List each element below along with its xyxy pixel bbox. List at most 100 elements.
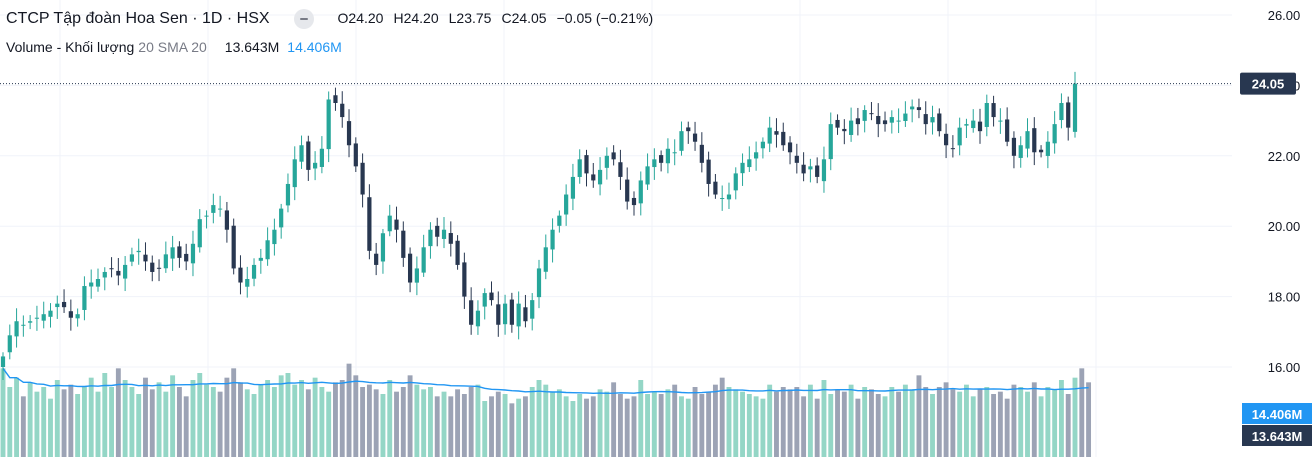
candle-body	[821, 159, 827, 182]
volume-bar	[115, 368, 121, 457]
candle-body	[116, 270, 121, 276]
candle-body	[937, 113, 942, 132]
volume-bar	[339, 380, 345, 457]
volume-bar	[964, 384, 969, 457]
candle-body	[21, 324, 26, 326]
volume-value: 13.643M	[224, 39, 280, 55]
volume-bar	[896, 391, 902, 457]
price-tick-label: 20.00	[1268, 219, 1301, 234]
candle-body	[740, 162, 745, 174]
volume-bar	[529, 387, 535, 457]
volume-bar	[149, 389, 155, 457]
volume-bar	[957, 391, 963, 457]
volume-bar	[14, 377, 20, 457]
volume-bar	[455, 389, 461, 457]
volume-bar	[787, 389, 793, 457]
volume-bar	[1086, 382, 1092, 457]
candle-body	[435, 225, 440, 237]
volume-bar	[319, 387, 325, 457]
volume-bar	[7, 387, 13, 457]
candle-body	[489, 292, 494, 301]
candle-body	[876, 115, 881, 125]
volume-bar	[556, 389, 562, 457]
candle-body	[754, 152, 759, 159]
candle-body	[1011, 137, 1017, 156]
symbol-title[interactable]: CTCP Tập đoàn Hoa Sen · 1D · HSX	[6, 10, 270, 27]
candle-body	[170, 247, 175, 259]
volume-bar	[624, 398, 630, 457]
volume-bar	[685, 398, 691, 457]
candle-body	[767, 127, 772, 144]
candle-body	[516, 303, 521, 327]
candle-body	[564, 194, 569, 215]
candle-body	[971, 120, 976, 129]
candle-body	[855, 118, 860, 125]
candle-body	[943, 133, 949, 146]
candle-body	[781, 131, 786, 146]
candle-body	[903, 113, 908, 121]
volume-bar	[48, 398, 53, 457]
candle-body	[774, 131, 779, 135]
volume-bar	[68, 384, 74, 457]
candle-body	[1045, 141, 1050, 156]
change-value: −0.05 (−0.21%)	[556, 10, 654, 26]
candle-body	[231, 225, 236, 269]
volume-bar	[828, 394, 834, 457]
volume-bar	[794, 387, 800, 457]
candle-body	[733, 173, 738, 191]
volume-label[interactable]: Volume - Khối lượng	[6, 39, 135, 55]
volume-bar	[312, 377, 318, 457]
price-axis[interactable]: 26.0024.0022.0020.0018.0016.0024.0514.40…	[1232, 0, 1312, 457]
volume-bar	[461, 394, 467, 457]
candle-body	[1025, 131, 1030, 149]
candle-body	[631, 197, 637, 206]
volume-bar	[20, 396, 26, 457]
chart-grid	[0, 0, 1245, 457]
volume-bar	[258, 384, 264, 457]
candle-body	[1038, 149, 1044, 153]
price-candles	[0, 71, 1078, 381]
volume-bar	[835, 389, 840, 457]
candle-body	[272, 229, 277, 245]
candle-body	[726, 194, 732, 200]
volume-bar	[1004, 398, 1010, 457]
candle-body	[163, 254, 168, 269]
hide-legend-icon[interactable]	[293, 9, 314, 29]
volume-bar	[489, 396, 494, 457]
volume-bar	[387, 380, 393, 457]
volume-bar	[244, 389, 250, 457]
volume-bar	[176, 387, 182, 457]
price-tick-label: 22.00	[1268, 149, 1301, 164]
candle-body	[285, 183, 291, 206]
candle-body	[1059, 103, 1064, 121]
candle-body	[218, 208, 223, 210]
candle-body	[55, 303, 60, 308]
candle-body	[584, 155, 589, 174]
candle-body	[570, 176, 576, 199]
candle-body	[7, 335, 12, 353]
candle-body	[197, 219, 202, 248]
volume-bar	[855, 398, 861, 457]
candle-body	[747, 159, 752, 168]
volume-badge-label: 13.643M	[1252, 429, 1303, 444]
volume-bar	[428, 387, 433, 457]
candle-body	[333, 95, 338, 103]
volume-bar	[550, 391, 556, 457]
candle-body	[0, 356, 6, 367]
volume-bar	[821, 380, 827, 457]
candle-body	[862, 110, 867, 121]
volume-bar	[224, 377, 230, 457]
volume-bar	[231, 368, 237, 457]
volume-bar	[394, 391, 399, 457]
volume-bar	[923, 387, 929, 457]
candle-body	[543, 247, 548, 272]
volume-bar	[767, 384, 773, 457]
candle-body	[977, 121, 983, 132]
volume-bar	[522, 396, 528, 457]
candle-body	[1005, 119, 1010, 142]
volume-bar	[163, 391, 169, 457]
volume-bar	[197, 373, 203, 457]
volume-bar	[27, 382, 33, 457]
high-value: H24.20	[393, 10, 439, 26]
